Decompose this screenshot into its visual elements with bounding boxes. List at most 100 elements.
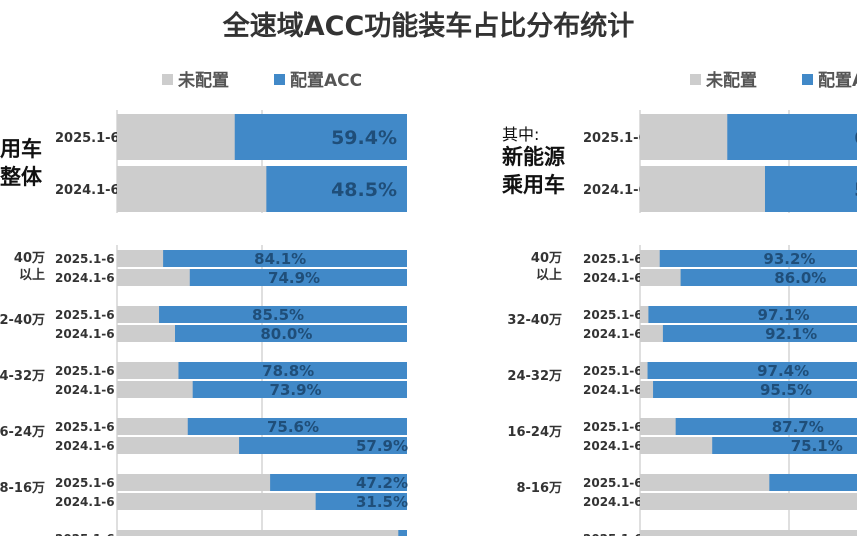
legend-swatch-equipped <box>274 74 285 85</box>
category-label: 8-16万 <box>516 481 562 496</box>
category-label: 24-32万 <box>507 369 562 384</box>
bar-value-label: 78.8% <box>262 362 314 380</box>
category-label: 以上 <box>19 268 45 283</box>
bar-equipped <box>398 530 407 536</box>
bar-value-label: 74.9% <box>268 269 320 287</box>
bar-value-label: 75.1% <box>791 437 843 455</box>
legend-label-not-equipped: 未配置 <box>177 70 229 91</box>
chart-heading-line2: 整体 <box>0 165 43 189</box>
bar-equipped <box>178 362 407 379</box>
bar-equipped <box>315 493 407 510</box>
bar-value-label: 97.1% <box>758 306 810 324</box>
bar-equipped <box>769 474 857 491</box>
bar-value-label: 86.0% <box>774 269 826 287</box>
overall-value-label: 56.9% <box>854 179 857 201</box>
bar-value-label: 57.9% <box>356 437 408 455</box>
bar-equipped <box>712 437 857 454</box>
overall-bar-equipped <box>266 166 407 212</box>
overall-period-label: 2024.1-6 <box>583 183 648 198</box>
bar-value-label: 47.2% <box>356 474 408 492</box>
period-label: 2025.1-6 <box>55 252 115 266</box>
legend-label-not-equipped: 未配置 <box>705 70 757 91</box>
bar-equipped <box>270 474 407 491</box>
overall-period-label: 2024.1-6 <box>55 183 120 198</box>
bar-value-label: 93.2% <box>763 250 815 268</box>
category-label: 32-40万 <box>507 313 562 328</box>
bar-value-label: 31.5% <box>356 493 408 511</box>
bar-equipped <box>159 306 407 323</box>
period-label: 2024.1-6 <box>55 439 115 453</box>
bar-equipped <box>189 269 407 286</box>
period-label: 2024.1-6 <box>55 271 115 285</box>
chart-heading-line1: 用车 <box>0 137 42 161</box>
bar-equipped <box>659 250 857 267</box>
period-label: 2025.1-6 <box>583 308 643 322</box>
category-label: 40万 <box>531 251 562 266</box>
bar-equipped <box>653 381 857 398</box>
period-label: 2025.1-6 <box>583 532 643 536</box>
overall-value-label: 59.4% <box>331 127 397 149</box>
category-label: 16-24万 <box>507 425 562 440</box>
overall-bar-equipped <box>727 114 857 160</box>
bar-value-label: 87.7% <box>772 418 824 436</box>
legend-label-equipped: 配置ACC <box>818 71 857 91</box>
legend-swatch-equipped <box>802 74 813 85</box>
overall-value-label: 48.5% <box>331 179 397 201</box>
period-label: 2024.1-6 <box>583 271 643 285</box>
page-title: 全速域ACC功能装车占比分布统计 <box>222 11 635 42</box>
period-label: 2025.1-6 <box>583 420 643 434</box>
bar-value-label: 75.6% <box>267 418 319 436</box>
bar-equipped <box>648 306 857 323</box>
chart-heading-line2: 乘用车 <box>501 173 565 197</box>
period-label: 2025.1-6 <box>55 420 115 434</box>
period-label: 2024.1-6 <box>583 439 643 453</box>
period-label: 2024.1-6 <box>583 383 643 397</box>
bar-value-label: 95.5% <box>760 381 812 399</box>
bar-equipped <box>647 362 857 379</box>
bar-value-label: 80.0% <box>260 325 312 343</box>
bar-not-equipped <box>640 530 857 536</box>
overall-period-label: 2025.1-6 <box>55 131 120 146</box>
chart-heading-line1: 新能源 <box>502 145 565 169</box>
period-label: 2025.1-6 <box>55 476 115 490</box>
chart-heading-prefix: 其中: <box>502 125 539 144</box>
category-label: 16-24万 <box>0 425 45 440</box>
bar-value-label: 84.1% <box>254 250 306 268</box>
period-label: 2025.1-6 <box>55 364 115 378</box>
bar-equipped <box>192 381 407 398</box>
period-label: 2024.1-6 <box>55 495 115 509</box>
bar-value-label: 97.4% <box>757 362 809 380</box>
category-label: 24-32万 <box>0 369 45 384</box>
category-label: 8-16万 <box>0 481 45 496</box>
bar-value-label: 85.5% <box>252 306 304 324</box>
legend-label-equipped: 配置ACC <box>290 71 362 91</box>
overall-value-label: 69.9% <box>854 127 857 149</box>
bar-equipped <box>175 325 407 342</box>
bar-value-label: 92.1% <box>765 325 817 343</box>
overall-bar-equipped <box>764 166 857 212</box>
category-label: 以上 <box>536 268 562 283</box>
bar-equipped <box>680 269 857 286</box>
legend-swatch-not-equipped <box>162 74 173 85</box>
period-label: 2024.1-6 <box>55 327 115 341</box>
overall-period-label: 2025.1-6 <box>583 131 648 146</box>
legend-swatch-not-equipped <box>690 74 701 85</box>
period-label: 2025.1-6 <box>55 532 115 536</box>
period-label: 2025.1-6 <box>583 252 643 266</box>
period-label: 2025.1-6 <box>583 364 643 378</box>
bar-not-equipped <box>640 493 857 510</box>
bar-equipped <box>662 325 857 342</box>
period-label: 2024.1-6 <box>583 327 643 341</box>
bar-equipped <box>675 418 857 435</box>
bar-not-equipped <box>117 530 407 536</box>
bar-equipped <box>239 437 407 454</box>
period-label: 2025.1-6 <box>583 476 643 490</box>
period-label: 2024.1-6 <box>55 383 115 397</box>
bar-value-label: 73.9% <box>270 381 322 399</box>
category-label: 40万 <box>14 251 45 266</box>
bar-equipped <box>187 418 407 435</box>
bar-equipped <box>163 250 407 267</box>
period-label: 2024.1-6 <box>583 495 643 509</box>
period-label: 2025.1-6 <box>55 308 115 322</box>
